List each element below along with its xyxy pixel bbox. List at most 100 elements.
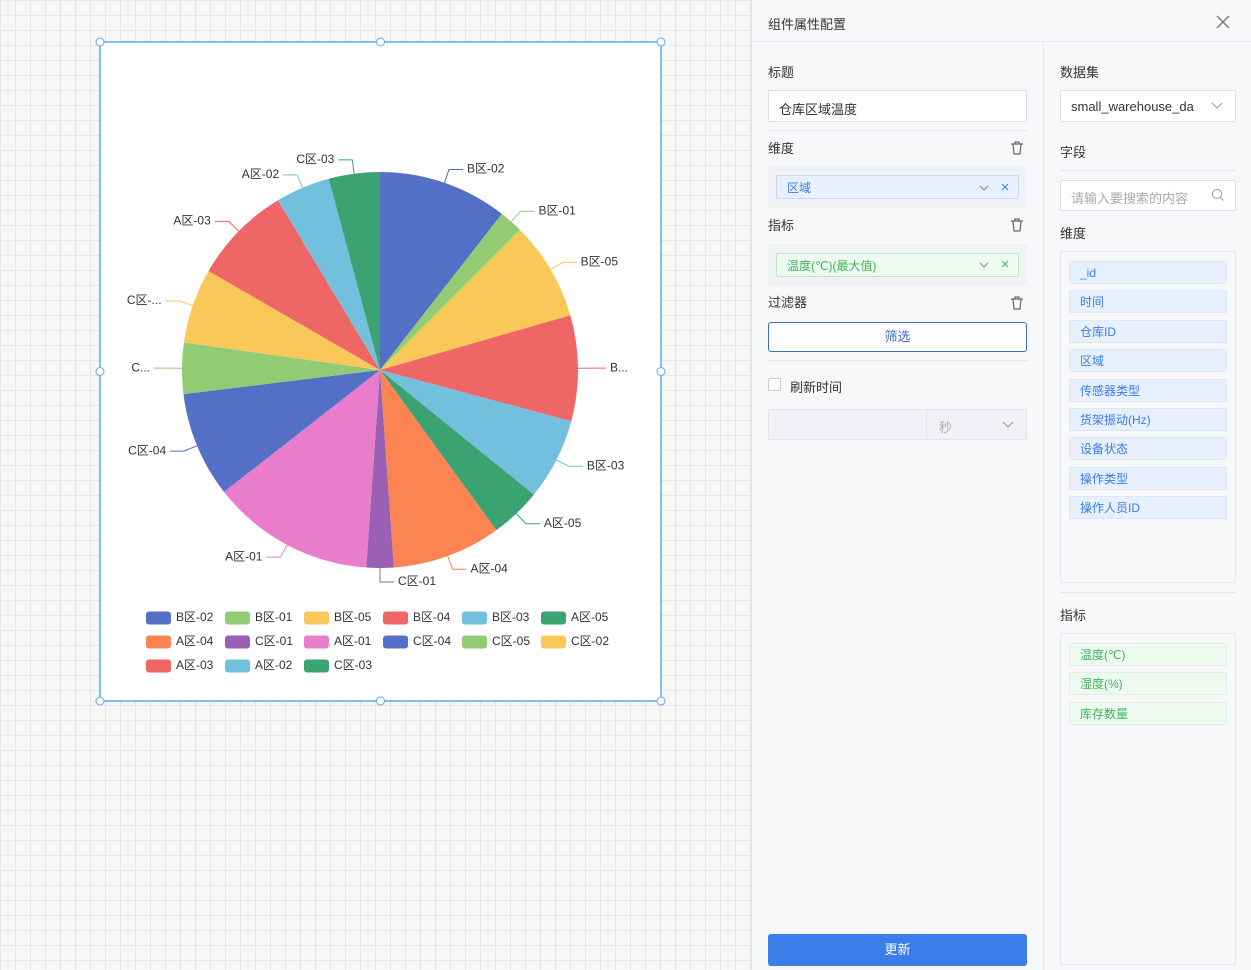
- field-item[interactable]: 仓库ID: [1069, 319, 1227, 343]
- legend-label: C区-04: [413, 634, 451, 648]
- label-line: [266, 544, 288, 558]
- refresh-input[interactable]: [768, 409, 1027, 440]
- legend-swatch: [304, 635, 329, 649]
- legend-swatch: [462, 635, 487, 649]
- label-line: [443, 169, 464, 183]
- resize-handle[interactable]: [656, 37, 666, 47]
- search-input[interactable]: 请输入要搜索的内容: [1060, 180, 1236, 211]
- resize-handle[interactable]: [376, 696, 385, 706]
- field-item[interactable]: 设备状态: [1069, 437, 1227, 461]
- resize-handle[interactable]: [95, 367, 105, 376]
- filter-button[interactable]: 筛选: [768, 322, 1027, 352]
- dataset-select[interactable]: small_warehouse_da: [1060, 90, 1236, 122]
- legend-label: A区-01: [334, 634, 372, 648]
- label: 数据集: [1060, 65, 1100, 80]
- slice-label: C区-03: [296, 152, 334, 166]
- field-item[interactable]: 时间: [1069, 290, 1227, 314]
- pie-slice: [181, 342, 380, 395]
- label: 过滤器: [768, 295, 808, 310]
- field-item[interactable]: _id: [1069, 261, 1227, 284]
- slice-label: B区-03: [587, 458, 625, 472]
- legend-swatch: [225, 659, 250, 673]
- legend-swatch: [146, 611, 171, 625]
- checkbox[interactable]: [768, 378, 781, 391]
- pie-slice: [380, 370, 497, 568]
- close-button[interactable]: [1216, 15, 1230, 29]
- label-line: [338, 159, 355, 174]
- pie-slice: [380, 213, 521, 370]
- field-item[interactable]: 传感器类型: [1069, 378, 1227, 402]
- trash-icons[interactable]: [1010, 141, 1024, 311]
- update-button[interactable]: 更新: [768, 934, 1027, 966]
- title-input[interactable]: 仓库区域温度: [768, 90, 1027, 122]
- field-item[interactable]: 温度(℃): [1069, 643, 1227, 666]
- resize-handle[interactable]: [656, 367, 666, 376]
- chevron: [1002, 421, 1014, 428]
- label: 字段: [1060, 145, 1087, 160]
- legend-label: C区-05: [492, 634, 530, 648]
- pie-slice: [183, 271, 380, 370]
- legend-label: C区-03: [334, 658, 372, 672]
- pie-slice: [366, 370, 394, 568]
- label-line: [165, 300, 193, 307]
- slice-label: A区-01: [225, 549, 263, 563]
- measure-tag[interactable]: 温度(℃)(最大值): [776, 253, 1019, 277]
- label-line: [214, 220, 240, 232]
- resize-handle[interactable]: [376, 37, 385, 47]
- slice-label: B区-01: [538, 203, 576, 217]
- legend-label: A区-04: [176, 634, 214, 648]
- field-item[interactable]: 区域: [1069, 349, 1227, 373]
- slice-label: A区-03: [173, 214, 211, 228]
- label-line: [515, 513, 540, 525]
- panel: 组件属性配置 标题 仓库区域温度 维度 区域 指标 温度(℃)(最大值) 过滤器…: [751, 0, 1251, 970]
- chevron: [1211, 102, 1223, 109]
- label: 维度: [1060, 226, 1087, 241]
- legend-swatch: [304, 611, 329, 625]
- slice-label: C区-04: [128, 443, 166, 457]
- pie-slice: [328, 172, 380, 370]
- slice-label: B区-02: [467, 162, 505, 176]
- slice-label: A区-02: [242, 167, 280, 181]
- dimension-list: _id 时间仓库ID 区域传感器类型货架振动(Hz) 设备状态操作类型操作人员ID: [1060, 251, 1236, 583]
- slice-label: B区-05: [581, 255, 619, 269]
- legend-label: B区-05: [334, 610, 372, 624]
- legend-swatch: [541, 635, 566, 649]
- field-item[interactable]: 货架振动(Hz): [1069, 408, 1227, 431]
- slice-label: A区-05: [544, 516, 582, 530]
- unit-select[interactable]: 秒: [939, 420, 953, 435]
- field-item[interactable]: 操作类型: [1069, 466, 1227, 490]
- measure-list: 温度(℃) 湿度(%) 库存数量: [1060, 633, 1236, 965]
- slice-label: A区-04: [471, 561, 509, 575]
- legend-label: C区-02: [571, 634, 609, 648]
- pie-slice: [183, 370, 380, 492]
- legend-swatch: [225, 611, 250, 625]
- label-line: [379, 568, 394, 583]
- slice-label: C...: [131, 360, 150, 374]
- field-item[interactable]: 湿度(%): [1069, 672, 1227, 696]
- panel-title: 组件属性配置: [768, 17, 847, 32]
- legend-swatch: [541, 611, 566, 625]
- chart: B区-02 B区-01 B区-05 B... B区-03 A区-05 A区-04 C区-01 A…: [95, 37, 666, 706]
- resize-handle[interactable]: [95, 37, 105, 47]
- label: 标题: [768, 65, 795, 80]
- field-item[interactable]: 库存数量: [1069, 701, 1227, 725]
- resize-handle[interactable]: [656, 696, 666, 706]
- legend-swatch: [146, 659, 171, 673]
- label-line: [447, 555, 467, 570]
- slice-label: B...: [610, 360, 628, 374]
- legend-label: B区-03: [492, 610, 530, 624]
- legend-swatch: [225, 635, 250, 649]
- legend-label: B区-01: [255, 610, 293, 624]
- label-line: [510, 210, 535, 223]
- label: 维度: [768, 141, 795, 156]
- slice-label: C区-01: [398, 574, 436, 588]
- field-item[interactable]: 操作人员ID: [1069, 496, 1227, 520]
- legend-label: A区-02: [255, 658, 293, 672]
- pie-slice: [380, 370, 534, 531]
- tag-icons: [979, 183, 1009, 268]
- legend-swatch: [146, 635, 171, 649]
- resize-handle[interactable]: [95, 696, 105, 706]
- legend-label: A区-03: [176, 658, 214, 672]
- dimension-tag[interactable]: 区域: [776, 175, 1019, 199]
- label-line: [170, 445, 198, 452]
